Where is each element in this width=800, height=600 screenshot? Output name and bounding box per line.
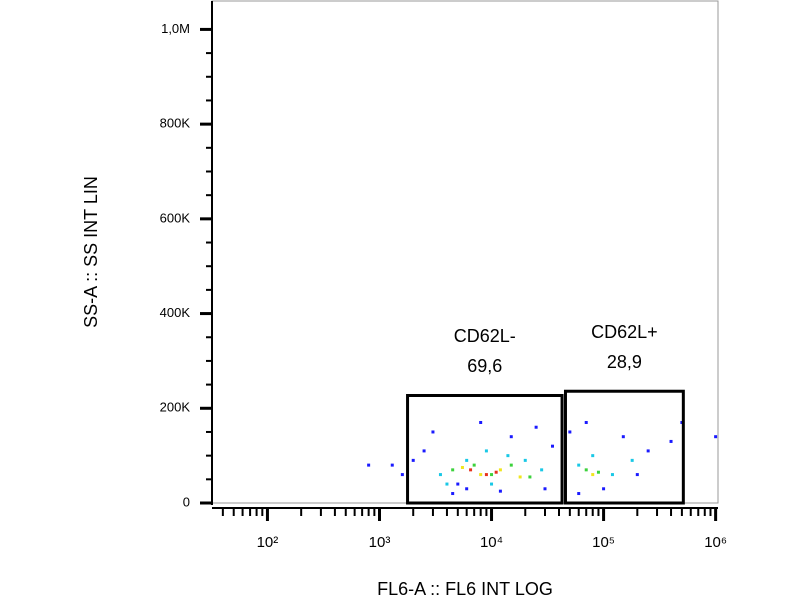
event-dot — [465, 458, 469, 462]
x-tick-label: 10² — [257, 534, 279, 551]
event-dot — [646, 449, 650, 453]
event-dot — [367, 463, 371, 467]
x-tick-label: 10⁵ — [592, 534, 615, 551]
gate-percent: 69,6 — [467, 356, 502, 376]
gate-percent: 28,9 — [607, 352, 642, 372]
event-dot — [431, 430, 435, 434]
event-dot — [540, 468, 544, 472]
event-dot — [534, 425, 538, 429]
event-dot — [472, 463, 476, 467]
gate — [563, 389, 685, 505]
event-dot — [523, 458, 527, 462]
event-dot — [498, 468, 502, 472]
event-dot — [484, 473, 488, 477]
event-dot — [669, 439, 673, 443]
event-dot — [451, 468, 455, 472]
event-dot — [610, 473, 614, 477]
event-dot — [479, 420, 483, 424]
event-dot — [456, 482, 460, 486]
event-dot — [630, 458, 634, 462]
event-dot — [400, 473, 404, 477]
event-dot — [422, 449, 426, 453]
y-axis-title: SS-A :: SS INT LIN — [81, 176, 101, 328]
event-dot — [494, 470, 498, 474]
x-axis-title: FL6-A :: FL6 INT LOG — [377, 579, 553, 599]
event-dot — [509, 463, 513, 467]
event-dot — [484, 449, 488, 453]
event-dot — [550, 444, 554, 448]
gate — [406, 393, 564, 505]
event-dot — [568, 430, 572, 434]
event-dot — [577, 492, 581, 496]
event-dot — [518, 475, 522, 479]
y-tick-label: 1,0M — [161, 21, 190, 36]
event-dot — [438, 473, 442, 477]
event-dot — [479, 473, 483, 477]
y-tick-label: 600K — [160, 210, 191, 225]
event-dot — [596, 470, 600, 474]
event-dot — [509, 435, 513, 439]
y-tick-label: 0 — [183, 494, 190, 509]
event-dot — [490, 473, 494, 477]
y-tick-label: 200K — [160, 400, 191, 415]
event-dot — [506, 454, 510, 458]
event-dot — [465, 487, 469, 491]
event-dot — [584, 468, 588, 472]
x-tick-label: 10⁴ — [480, 534, 503, 551]
y-tick-label: 400K — [160, 305, 191, 320]
event-dot — [498, 489, 502, 493]
event-dot — [460, 465, 464, 469]
event-dot — [490, 482, 494, 486]
event-dot — [411, 458, 415, 462]
event-dot — [451, 492, 455, 496]
event-dot — [621, 435, 625, 439]
event-dot — [714, 435, 718, 439]
event-dot — [591, 473, 595, 477]
x-tick-label: 10⁶ — [704, 534, 727, 551]
event-dot — [390, 463, 394, 467]
gate-name: CD62L- — [454, 326, 516, 346]
event-dot — [528, 475, 532, 479]
event-dot — [577, 463, 581, 467]
event-dot — [445, 482, 449, 486]
event-dot — [635, 473, 639, 477]
x-tick-label: 10³ — [369, 534, 391, 551]
gate-name: CD62L+ — [591, 322, 658, 342]
plot-frame — [211, 0, 719, 504]
y-tick-label: 800K — [160, 116, 191, 131]
event-dot — [602, 487, 606, 491]
event-dot — [584, 420, 588, 424]
event-dot — [543, 487, 547, 491]
event-dot — [591, 454, 595, 458]
event-dot — [469, 468, 473, 472]
